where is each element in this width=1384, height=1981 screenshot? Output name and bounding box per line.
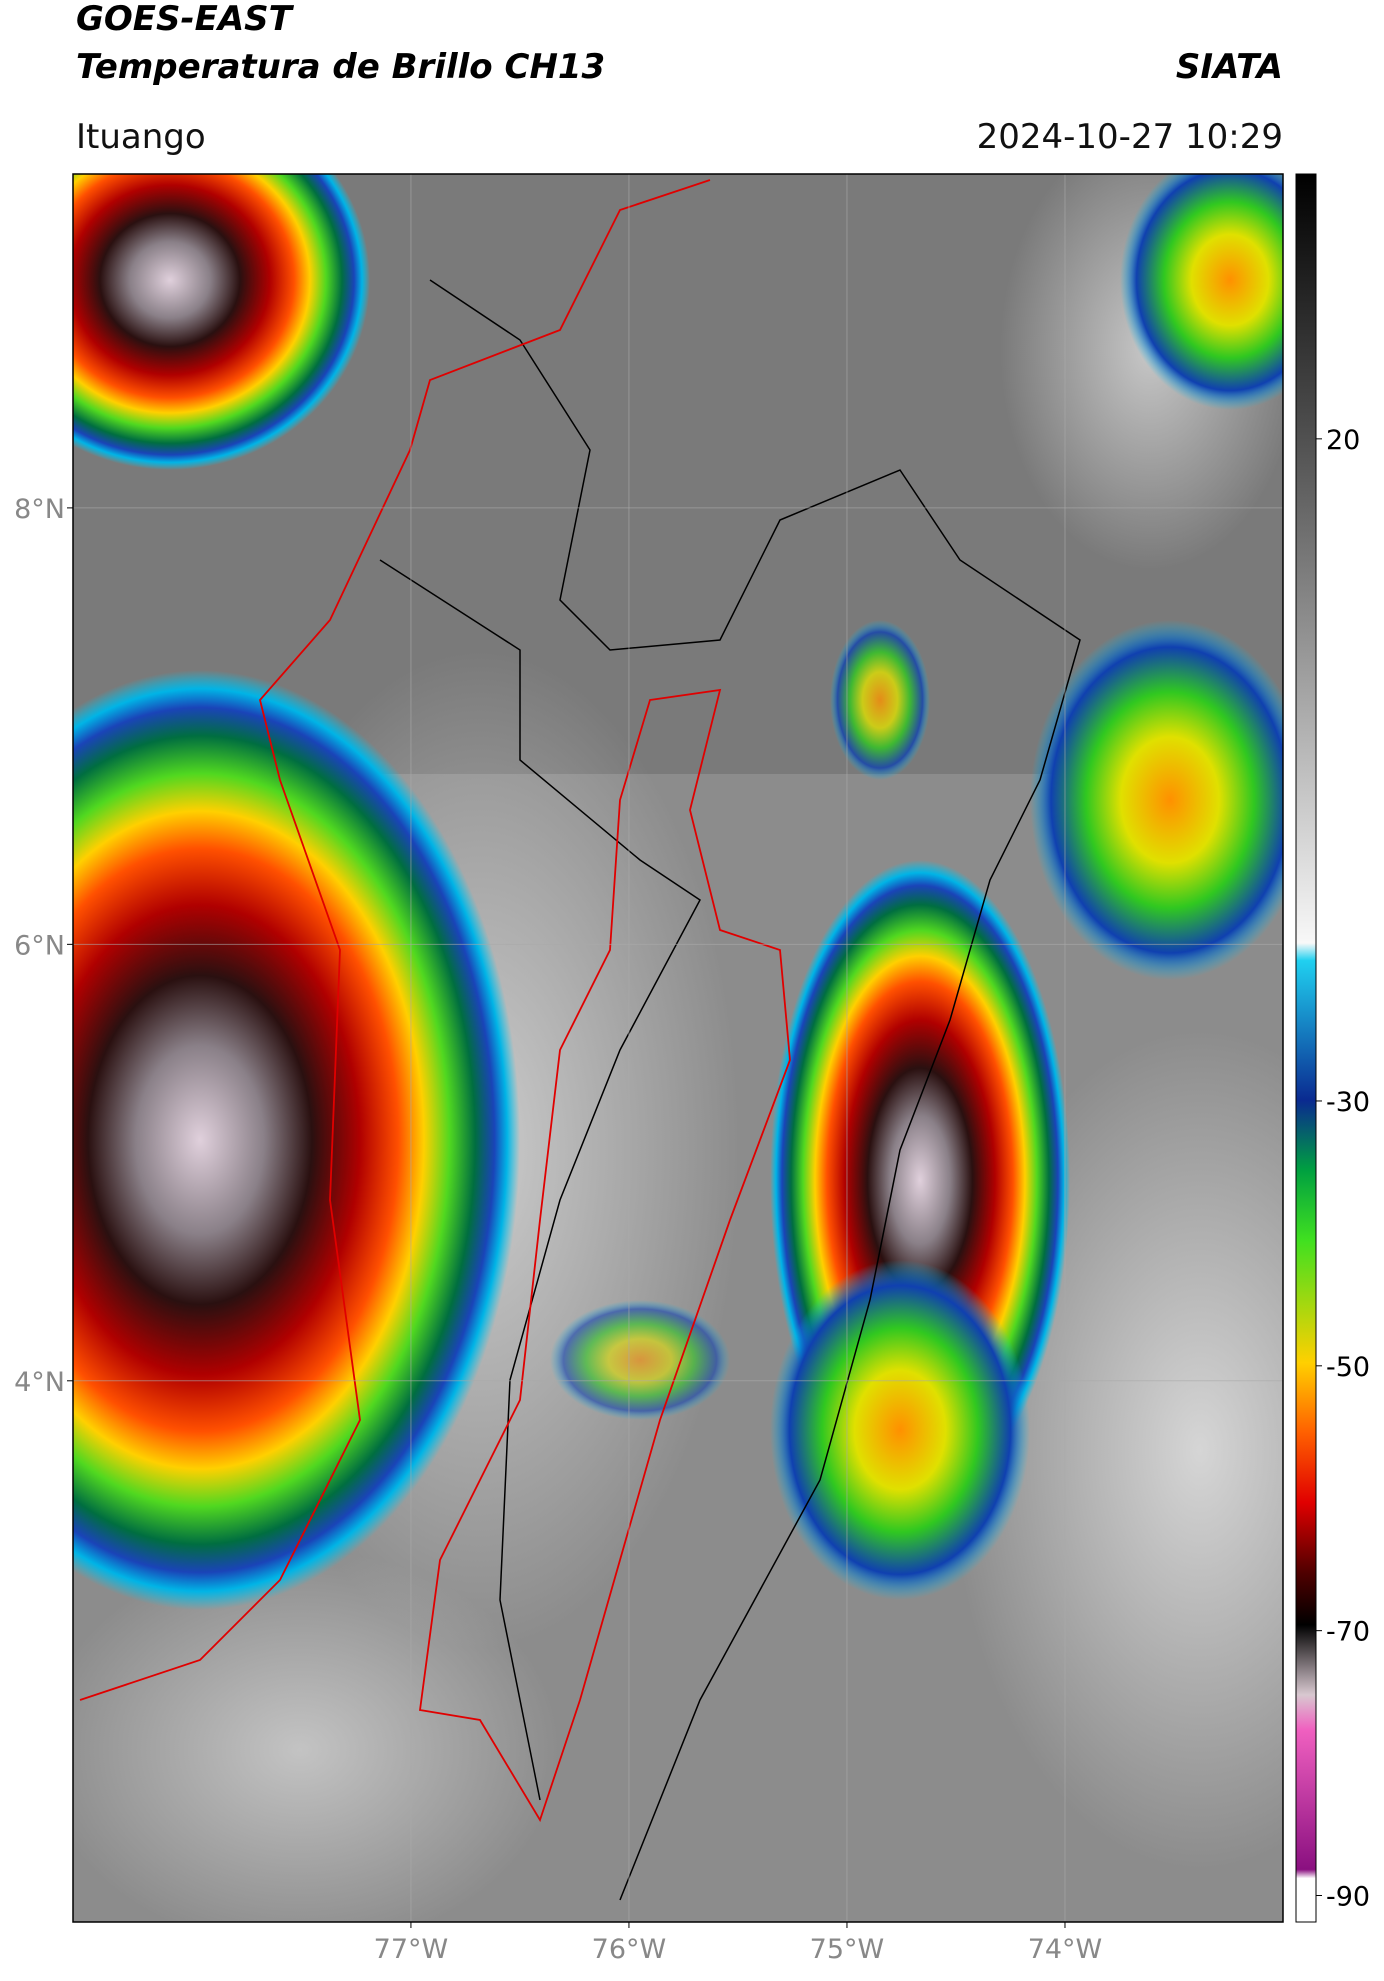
x-tick-label: 74°W	[1028, 1934, 1103, 1965]
brand: SIATA	[1176, 47, 1283, 87]
x-tick-label: 77°W	[374, 1934, 449, 1965]
title: GOES-EAST	[76, 0, 295, 39]
border	[429, 279, 1081, 1901]
storm-east	[1030, 620, 1283, 980]
colorbar-tick-label: 20	[1326, 425, 1360, 456]
x-tick-label: 76°W	[592, 1934, 667, 1965]
y-tick-label: 6°N	[14, 930, 65, 961]
x-tick-label: 75°W	[810, 1934, 885, 1965]
satellite-image	[73, 174, 1283, 1922]
y-tick-label: 4°N	[14, 1367, 65, 1398]
basin-outline	[418, 688, 791, 1823]
graticule	[73, 174, 1283, 1922]
colorbar-tick-label: -90	[1326, 1882, 1370, 1913]
border	[379, 559, 701, 1801]
storm-west	[73, 670, 520, 1610]
location: Ituango	[76, 117, 206, 157]
subtitle: Temperatura de Brillo CH13	[76, 47, 605, 87]
colorbar-tick-label: -70	[1326, 1617, 1370, 1648]
storm-south	[770, 1260, 1030, 1600]
colorbar-tick-label: -50	[1326, 1352, 1370, 1383]
colorbar-tick-label: -30	[1326, 1087, 1370, 1118]
y-tick-label: 8°N	[14, 494, 65, 525]
storm-northeast	[1120, 174, 1283, 410]
storm-northwest	[73, 174, 370, 470]
coastline	[79, 179, 711, 1701]
colorbar	[1295, 173, 1317, 1923]
datetime: 2024-10-27 10:29	[977, 117, 1283, 157]
map-frame	[72, 173, 1284, 1923]
